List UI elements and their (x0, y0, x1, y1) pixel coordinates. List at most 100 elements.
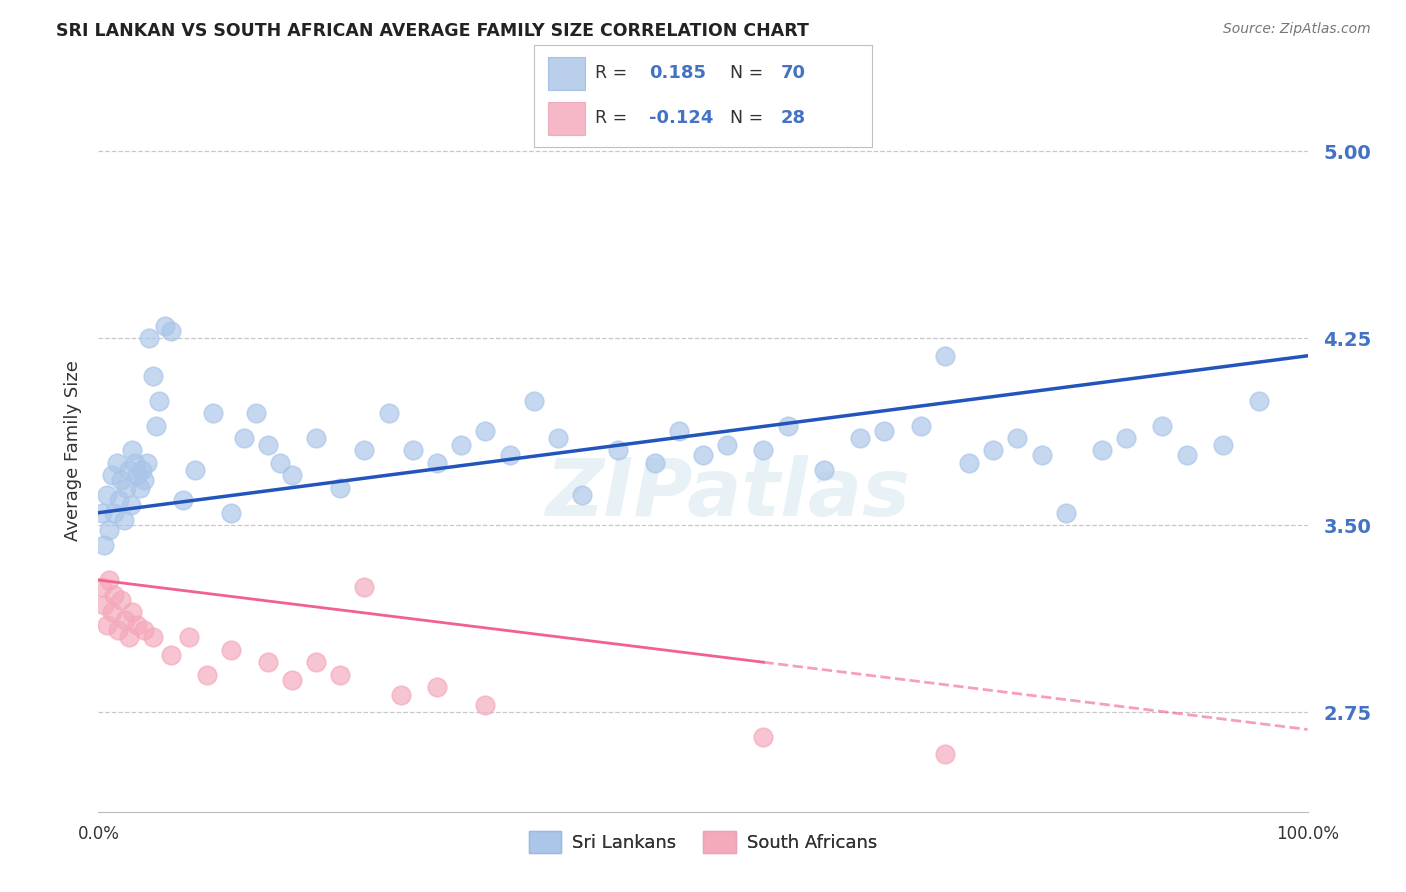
Point (148, 393, 170, 408)
Point (873, 424, 896, 438)
Point (547, 431, 569, 445)
Point (124, 456, 146, 470)
Point (93, 538, 115, 552)
Text: N =: N = (730, 64, 763, 82)
Point (91, 506, 114, 520)
Point (1091, 443, 1114, 458)
Point (131, 463, 153, 477)
Point (128, 481, 150, 495)
Point (281, 468, 304, 483)
Point (160, 648, 183, 662)
Point (426, 680, 449, 694)
Text: ZIPatlas: ZIPatlas (544, 455, 910, 533)
Point (1212, 438, 1234, 452)
Point (118, 630, 141, 644)
Point (305, 431, 328, 445)
Point (96, 488, 118, 502)
Point (305, 655, 328, 669)
Point (110, 474, 132, 488)
Y-axis label: Average Family Size: Average Family Size (63, 360, 82, 541)
Point (100, 468, 122, 483)
Point (523, 393, 546, 408)
Point (256, 438, 278, 452)
Point (571, 488, 593, 502)
Point (353, 443, 375, 458)
FancyBboxPatch shape (548, 57, 585, 90)
Text: R =: R = (595, 64, 627, 82)
Point (115, 481, 138, 495)
Point (103, 588, 125, 602)
Point (142, 368, 165, 383)
Point (716, 438, 738, 452)
Point (450, 438, 472, 452)
Point (934, 349, 956, 363)
Point (644, 456, 666, 470)
Point (776, 418, 799, 433)
Point (256, 655, 278, 669)
Text: 0.185: 0.185 (650, 64, 706, 82)
Text: 70: 70 (780, 64, 806, 82)
FancyBboxPatch shape (548, 102, 585, 135)
Point (105, 456, 128, 470)
Point (813, 463, 835, 477)
Point (981, 443, 1004, 458)
Point (1115, 431, 1137, 445)
Point (91, 581, 114, 595)
Point (1054, 506, 1077, 520)
Point (752, 730, 775, 744)
Point (107, 623, 129, 637)
Point (353, 581, 375, 595)
Point (142, 630, 165, 644)
Point (389, 688, 412, 702)
Point (281, 673, 304, 687)
Point (114, 613, 136, 627)
Point (934, 747, 956, 762)
Point (100, 606, 122, 620)
Point (474, 698, 496, 712)
Point (692, 449, 714, 463)
Point (1249, 393, 1271, 408)
Point (607, 443, 630, 458)
Point (93, 598, 115, 612)
Point (127, 468, 149, 483)
Point (221, 642, 243, 657)
Text: -0.124: -0.124 (650, 110, 713, 128)
Point (426, 456, 449, 470)
Legend: Sri Lankans, South Africans: Sri Lankans, South Africans (522, 824, 884, 861)
Point (202, 406, 225, 420)
Point (120, 498, 142, 512)
Point (118, 463, 141, 477)
Text: 28: 28 (780, 110, 806, 128)
Point (232, 431, 254, 445)
Point (179, 630, 201, 644)
Point (134, 623, 156, 637)
Point (1175, 449, 1198, 463)
Point (135, 456, 157, 470)
Point (110, 593, 132, 607)
Point (103, 506, 125, 520)
Point (245, 406, 267, 420)
Point (329, 481, 352, 495)
Point (752, 443, 775, 458)
Text: R =: R = (595, 110, 627, 128)
Point (160, 324, 183, 338)
Point (134, 474, 156, 488)
Point (153, 318, 176, 333)
Point (221, 506, 243, 520)
Point (96, 618, 118, 632)
Point (1031, 449, 1053, 463)
Point (98, 573, 121, 587)
Point (172, 493, 194, 508)
Point (184, 463, 207, 477)
Point (269, 456, 291, 470)
Text: Source: ZipAtlas.com: Source: ZipAtlas.com (1223, 22, 1371, 37)
Point (329, 667, 352, 681)
Point (668, 424, 690, 438)
Point (1152, 418, 1174, 433)
Point (112, 513, 135, 527)
Point (121, 443, 143, 458)
Point (498, 449, 520, 463)
Point (127, 618, 149, 632)
Point (377, 406, 399, 420)
Point (195, 667, 218, 681)
